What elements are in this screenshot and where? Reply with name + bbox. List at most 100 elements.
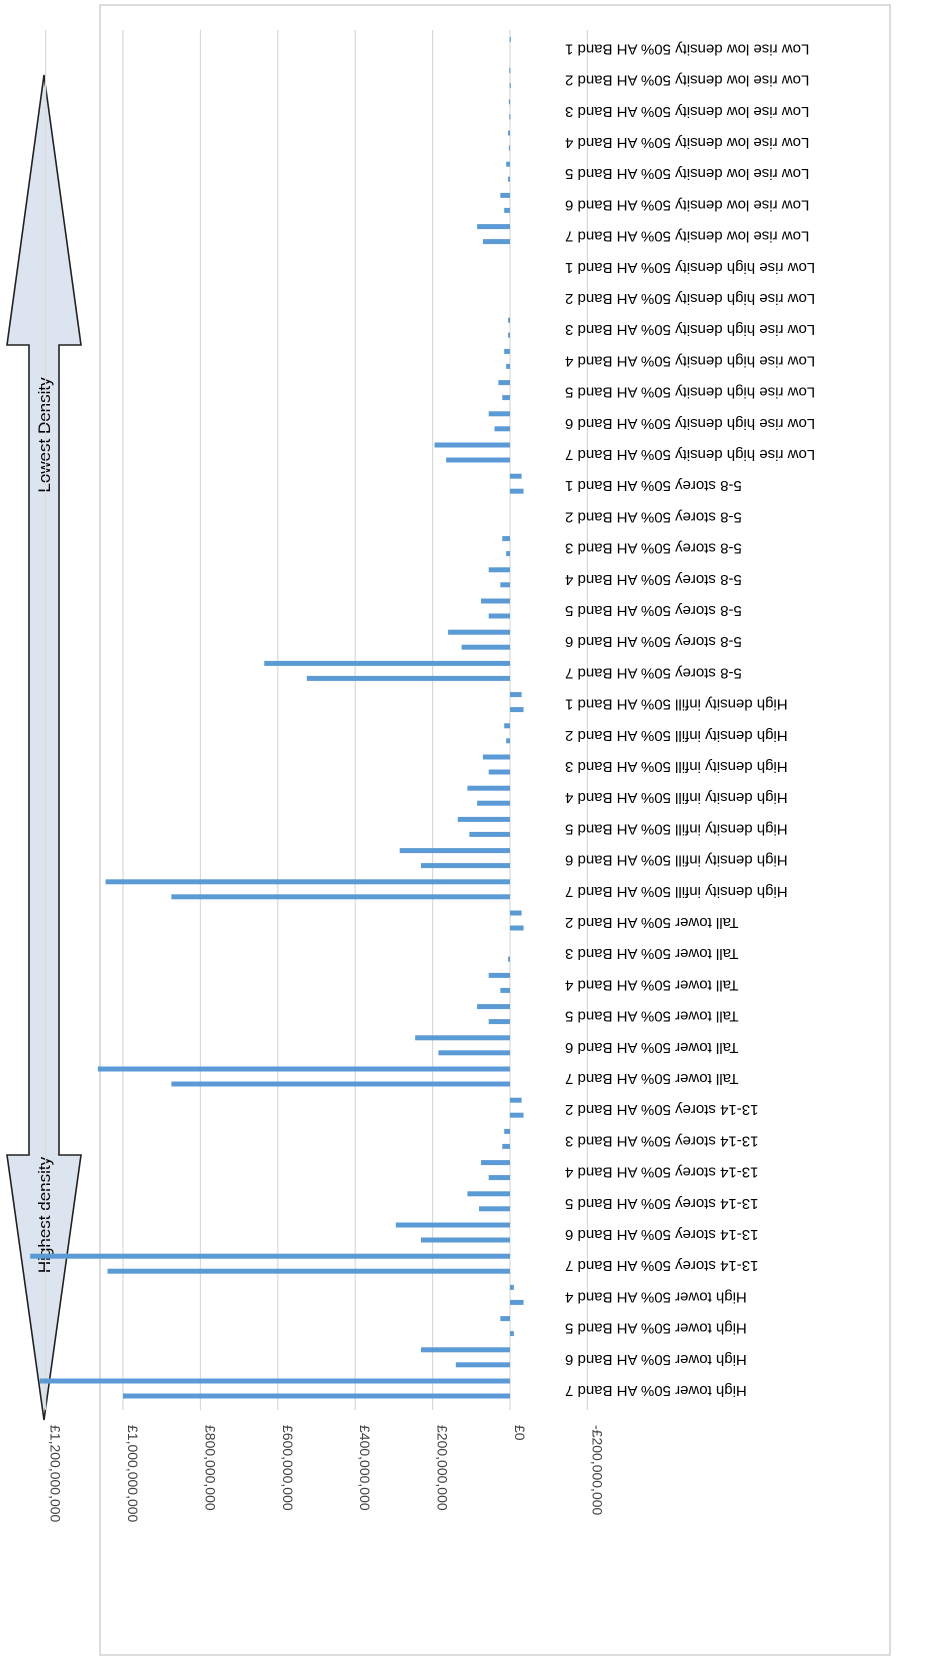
bar [477, 1004, 510, 1010]
category-label: 13-14 storey 50% AH Band 7 [565, 1257, 758, 1274]
bar [506, 161, 510, 167]
bar [508, 956, 510, 962]
bar [506, 551, 510, 557]
category-label: Low rise high density 50% AH Band 1 [565, 259, 815, 276]
category-label: Low rise low density 50% AH Band 2 [565, 72, 809, 89]
bar [500, 987, 510, 993]
bar [508, 332, 510, 338]
category-label: 5-8 storey 50% AH Band 4 [565, 571, 742, 588]
category-label: High density infill 50% AH Band 2 [565, 727, 788, 744]
bar [39, 1378, 511, 1384]
category-label: 13-14 storey 50% AH Band 4 [565, 1164, 758, 1181]
bar [420, 1237, 510, 1243]
bar [509, 114, 511, 120]
bar [105, 879, 511, 885]
bar [467, 785, 510, 791]
category-label: Tall tower 50% AH Band 3 [565, 945, 738, 962]
category-label: Tall tower 50% AH Band 4 [565, 976, 738, 993]
bar [171, 894, 510, 900]
bar [467, 1191, 510, 1197]
bar [482, 239, 510, 245]
tick-label: £200,000,000 [435, 1425, 451, 1511]
category-label: High density infill 50% AH Band 6 [565, 852, 788, 869]
double-arrow-icon [6, 74, 82, 1421]
bar [480, 1160, 510, 1166]
bar [510, 707, 524, 713]
category-label: 5-8 storey 50% AH Band 1 [565, 477, 742, 494]
bar [510, 488, 524, 494]
category-label: Tall tower 50% AH Band 6 [565, 1039, 738, 1056]
category-label: Low rise high density 50% AH Band 4 [565, 352, 815, 369]
category-label: High tower 50% AH Band 7 [565, 1382, 747, 1399]
bar [502, 395, 510, 401]
bar [123, 1393, 510, 1399]
category-label: Low rise low density 50% AH Band 7 [565, 228, 809, 245]
bar [461, 644, 510, 650]
bar [504, 1128, 510, 1134]
bar [510, 1112, 524, 1118]
category-label: Low rise low density 50% AH Band 3 [565, 103, 809, 120]
bar [264, 660, 510, 666]
bar [395, 1222, 510, 1228]
category-label: Low rise high density 50% AH Band 5 [565, 384, 815, 401]
axis-ticks: £1,400,000,000£1,200,000,000£1,000,000,0… [48, 1425, 606, 1523]
bar [510, 925, 524, 931]
category-label: Tall tower 50% AH Band 7 [565, 1070, 738, 1087]
category-label: 5-8 storey 50% AH Band 7 [565, 664, 742, 681]
tick-label: £800,000,000 [202, 1425, 218, 1511]
bar [510, 1284, 514, 1290]
bar [509, 36, 511, 42]
bar [469, 831, 510, 837]
bar [506, 363, 510, 369]
bar [488, 411, 510, 417]
bar [30, 1253, 511, 1259]
category-label: 5-8 storey 50% AH Band 3 [565, 540, 742, 557]
bar [500, 1316, 510, 1322]
tick-label: -£200,000,000 [589, 1425, 605, 1516]
bar [510, 910, 522, 916]
bar [477, 224, 510, 230]
bar [498, 380, 510, 386]
category-label: 13-14 storey 50% AH Band 5 [565, 1195, 758, 1212]
bar [509, 83, 511, 89]
category-label: Tall tower 50% AH Band 2 [565, 914, 738, 931]
tick-label: £1,200,000,000 [48, 1425, 64, 1523]
category-label: 13-14 storey 50% AH Band 6 [565, 1226, 758, 1243]
bar [510, 1331, 514, 1337]
bar [488, 769, 510, 775]
bar [448, 629, 510, 635]
bar [508, 145, 511, 151]
bar [504, 207, 510, 213]
bar [399, 848, 510, 854]
bar [504, 348, 510, 354]
bar [171, 1081, 510, 1087]
category-label: 5-8 storey 50% AH Band 5 [565, 602, 742, 619]
tick-label: £400,000,000 [357, 1425, 373, 1511]
category-label: Low rise high density 50% AH Band 2 [565, 290, 815, 307]
category-labels: High tower 50% AH Band 7 High tower 50% A… [565, 40, 815, 1399]
category-label: High density infill 50% AH Band 7 [565, 883, 788, 900]
bar [510, 692, 522, 698]
category-label: Tall tower 50% AH Band 5 [565, 1008, 738, 1025]
bar [480, 598, 510, 604]
category-label: 13-14 storey 50% AH Band 2 [565, 1101, 758, 1118]
bar [488, 1175, 510, 1181]
bar [510, 1097, 522, 1103]
category-label: Low rise low density 50% AH Band 1 [565, 40, 809, 57]
category-label: High tower 50% AH Band 5 [565, 1320, 747, 1337]
bar [457, 816, 510, 822]
bar [500, 192, 510, 198]
bar [438, 1050, 510, 1056]
tick-label: £600,000,000 [280, 1425, 296, 1511]
bar [446, 457, 510, 463]
bar [504, 723, 510, 729]
category-label: Low rise low density 50% AH Band 4 [565, 134, 809, 151]
category-label: High tower 50% AH Band 6 [565, 1351, 747, 1368]
bar [415, 1035, 510, 1041]
bar [494, 426, 510, 432]
bar [306, 675, 510, 681]
tick-label: £0 [512, 1425, 528, 1441]
category-label: High density infill 50% AH Band 4 [565, 789, 788, 806]
arrow-label-lowest: Lowest Density [35, 377, 54, 493]
